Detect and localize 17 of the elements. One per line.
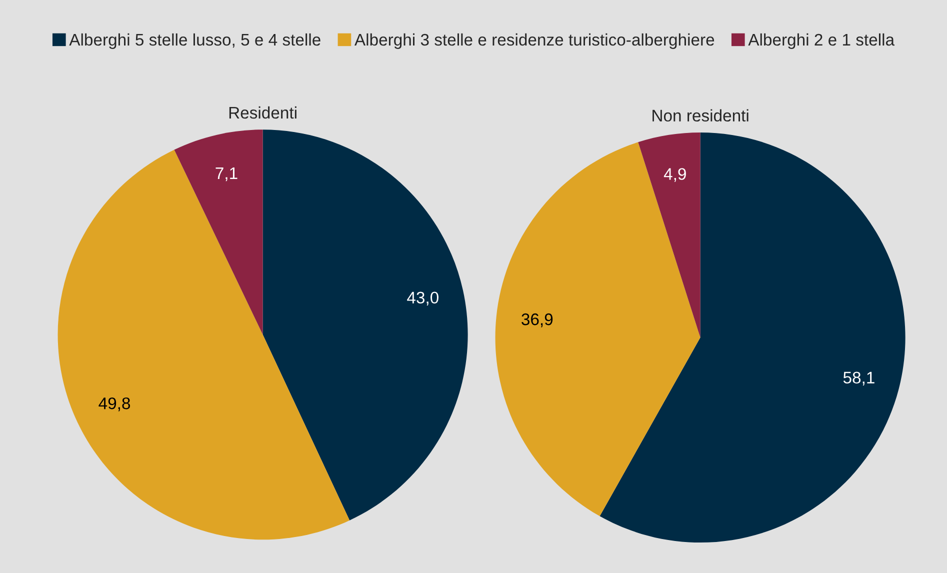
pie-slice — [58, 150, 350, 540]
data-label: 36,9 — [522, 313, 553, 328]
legend-label: Alberghi 3 stelle e residenze turistico-alberghiere — [354, 33, 714, 49]
chart-title: Non residenti — [652, 109, 748, 122]
legend-label: Alberghi 5 stelle lusso, 5 e 4 stelle — [69, 33, 320, 49]
data-label: 4,9 — [664, 168, 686, 182]
pie-slice — [495, 142, 700, 516]
legend-label: Alberghi 2 e 1 stella — [748, 33, 895, 49]
data-label: 58,1 — [843, 372, 874, 386]
pie-slice — [174, 130, 263, 335]
text: Residenti — [229, 106, 296, 119]
data-label: 43,0 — [407, 292, 438, 306]
pie-slice — [600, 132, 906, 542]
pie-slice — [262, 130, 468, 520]
data-label: 49,8 — [98, 397, 130, 412]
pie-slice — [638, 132, 700, 338]
data-label: 7,1 — [216, 168, 238, 182]
